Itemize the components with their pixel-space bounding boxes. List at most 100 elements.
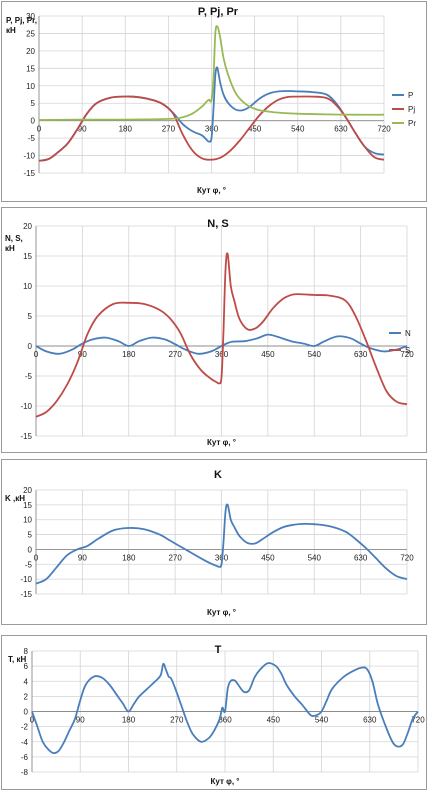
chart-title: N, S: [207, 218, 228, 230]
legend-label: Pj: [408, 105, 415, 114]
y-tick-label: 15: [23, 252, 32, 261]
y-tick-label: 15: [23, 501, 32, 510]
x-tick-label: 180: [122, 716, 136, 725]
y-tick-label: 6: [24, 662, 29, 671]
chart-panel-t: 0 90 180 270 360 450 540 630 720 -8 -6 -4 -2 0 2 4 6 8 T T,…: [1, 635, 427, 790]
chart-n-s: 0 90 180 270 360 450 540 630 720-15-10-505101520…: [5, 218, 414, 447]
y-tick-label: 2: [24, 692, 29, 701]
legend-label: S: [405, 346, 410, 355]
x-tick-label: 540: [291, 125, 305, 134]
x-tick-label: 720: [400, 553, 414, 562]
y-tick-label: 5: [28, 312, 33, 321]
x-tick-label: 720: [400, 350, 414, 359]
y-axis-label: T, кН: [8, 655, 26, 664]
series-line-pr: [38, 25, 385, 121]
x-tick-label: 0: [34, 350, 39, 359]
x-tick-label: 360: [218, 716, 232, 725]
y-tick-label: 15: [26, 64, 35, 73]
x-tick-label: 720: [411, 716, 425, 725]
y-tick-label: 5: [28, 531, 33, 540]
x-tick-label: 180: [122, 350, 136, 359]
y-tick-label: -5: [25, 560, 33, 569]
y-tick-label: 25: [26, 29, 35, 38]
chart-panel-p-pj-pr: 0 90 180 270 360 450 540 630 720 -15 -10 -5 0 5 10 15 20…: [1, 1, 427, 202]
chart-title: T: [215, 644, 222, 656]
x-tick-label: 270: [168, 350, 182, 359]
y-axis-label: P, Pj, Pr,: [6, 16, 37, 25]
y-tick-label: 20: [26, 47, 35, 56]
x-tick-label: 450: [261, 553, 275, 562]
x-tick-label: 540: [315, 716, 329, 725]
legend-label: P: [408, 91, 413, 100]
y-tick-label: -5: [28, 134, 36, 143]
x-tick-label: 450: [261, 350, 275, 359]
y-tick-label: 0: [28, 342, 33, 351]
y-tick-label: 20: [23, 486, 32, 495]
x-tick-label: 450: [267, 716, 281, 725]
chart-panel-n-s: 0 90 180 270 360 450 540 630 720 -15 -10 -5 0 5 10 15 20…: [1, 207, 427, 453]
y-tick-label: 20: [23, 222, 32, 231]
y-tick-label: 0: [28, 545, 33, 554]
y-axis-label: кН: [5, 244, 15, 253]
x-axis-label: Кут φ, °: [207, 608, 236, 617]
x-tick-label: 630: [354, 350, 368, 359]
chart-panel-k: 0 90 180 270 360 450 540 630 720 -15 -10 -5 0 5 10 15 20…: [1, 459, 427, 625]
legend-label: N: [405, 329, 411, 338]
y-axis-label: кН: [6, 26, 16, 35]
y-tick-label: -15: [20, 432, 32, 441]
x-tick-label: 0: [30, 716, 35, 725]
x-tick-label: 90: [78, 350, 87, 359]
x-tick-label: 270: [170, 716, 184, 725]
y-tick-label: -15: [20, 590, 32, 599]
y-tick-label: 8: [24, 647, 29, 656]
chart-k: 0 90 180 270 360 450 540 630 720-15-10-505101520…: [5, 469, 414, 617]
chart-title: P, Pj, Pr: [198, 6, 239, 18]
y-tick-label: 4: [24, 677, 29, 686]
x-tick-label: 180: [122, 553, 136, 562]
x-tick-label: 90: [76, 716, 85, 725]
x-axis-label: Кут φ, °: [211, 777, 240, 786]
x-tick-label: 0: [37, 125, 42, 134]
y-axis-label: N, S,: [5, 234, 23, 243]
y-tick-label: -8: [21, 768, 29, 777]
x-tick-label: 630: [334, 125, 348, 134]
y-tick-label: 30: [26, 12, 35, 21]
y-tick-label: -10: [23, 152, 35, 161]
x-tick-label: 270: [168, 553, 182, 562]
y-tick-label: 0: [31, 117, 36, 126]
x-tick-label: 0: [34, 553, 39, 562]
x-axis-label: Кут φ, °: [207, 438, 236, 447]
series-line-pj: [38, 95, 385, 162]
y-tick-label: -4: [21, 738, 29, 747]
x-tick-label: 630: [363, 716, 377, 725]
series-line-n: [35, 333, 408, 355]
y-tick-label: 10: [23, 282, 32, 291]
x-tick-label: 540: [308, 553, 322, 562]
y-tick-label: 5: [31, 99, 36, 108]
y-tick-label: 10: [23, 516, 32, 525]
x-tick-label: 450: [248, 125, 262, 134]
x-tick-label: 90: [78, 125, 87, 134]
x-tick-label: 90: [78, 553, 87, 562]
series-line-main: [35, 503, 408, 585]
y-tick-label: -10: [20, 402, 32, 411]
y-axis-label: K ,кН: [5, 494, 25, 503]
y-tick-label: -6: [21, 753, 29, 762]
y-tick-label: -15: [23, 169, 35, 178]
series-line-main: [31, 662, 419, 755]
y-tick-label: 10: [26, 82, 35, 91]
series-line-s: [35, 252, 408, 418]
y-tick-label: -10: [20, 575, 32, 584]
y-tick-label: 0: [24, 708, 29, 717]
chart-title: K: [214, 469, 222, 481]
chart-p-pj-pr: 0 90 180 270 360 450 540 630 720-15-10-505101520…: [6, 6, 416, 195]
x-axis-label: Кут φ, °: [197, 186, 226, 195]
x-tick-label: 270: [162, 125, 176, 134]
legend-label: Pr: [408, 119, 416, 128]
y-tick-label: -5: [25, 372, 33, 381]
x-tick-label: 720: [377, 125, 391, 134]
x-tick-label: 630: [354, 553, 368, 562]
x-tick-label: 540: [308, 350, 322, 359]
y-tick-label: -2: [21, 723, 29, 732]
